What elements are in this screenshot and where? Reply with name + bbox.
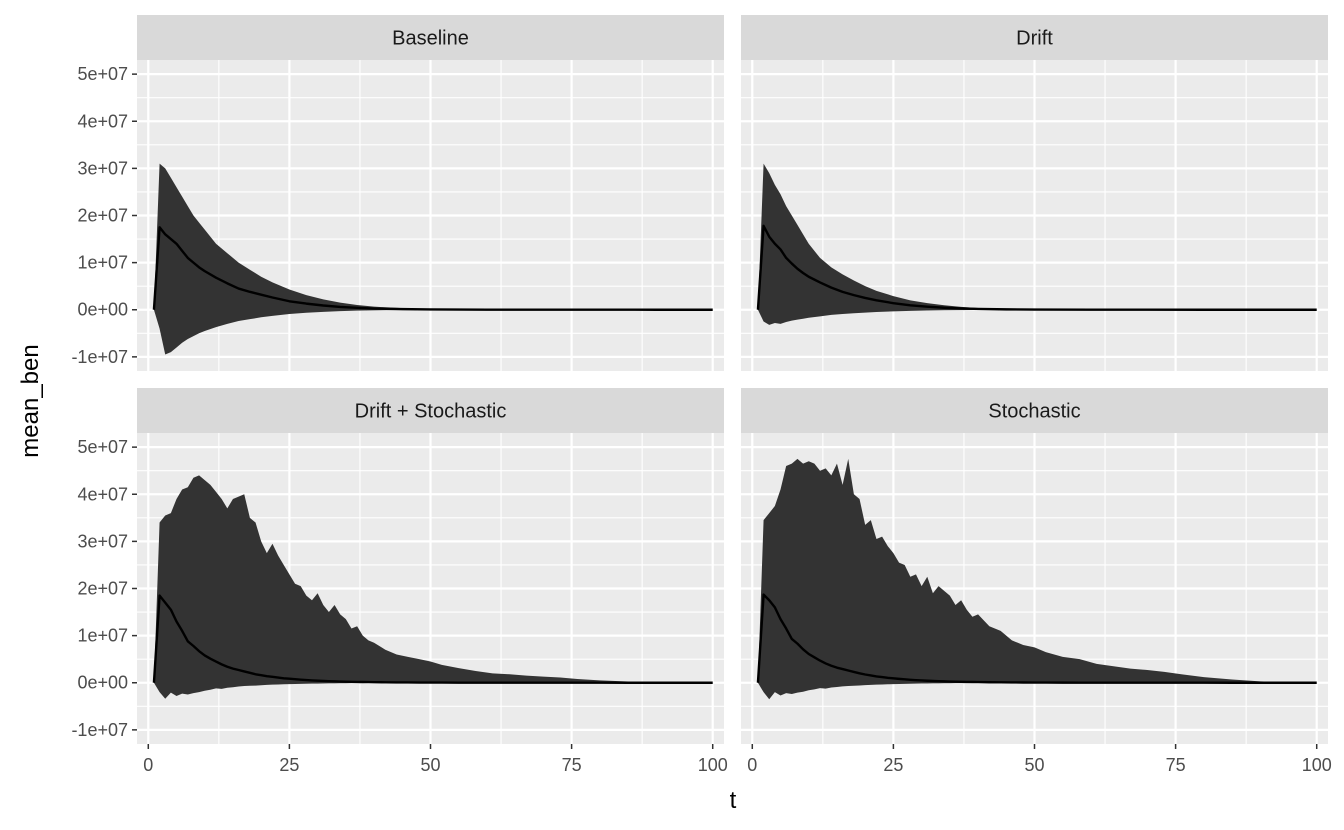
y-tick-label: 0e+00	[77, 300, 128, 320]
mean-line	[152, 226, 713, 311]
x-tick-label: 50	[420, 755, 440, 775]
facet-strip-label: Stochastic	[988, 401, 1080, 423]
confidence-band	[757, 458, 1317, 700]
y-tick-label: 0e+00	[77, 673, 128, 693]
panel-stochastic: Stochastic	[741, 388, 1328, 744]
y-tick-label: 2e+07	[77, 206, 128, 226]
x-tick-label: 100	[698, 755, 728, 775]
y-axes: -1e+07 0e+00 1e+07 2e+07 3e+07 4e+07 5e+07 -1e+…	[71, 64, 137, 740]
y-axis-title: mean_ben	[17, 344, 44, 457]
facet-strip	[137, 388, 724, 433]
confidence-band	[153, 163, 713, 355]
x-tick-label: 100	[1302, 755, 1332, 775]
facet-strip	[741, 388, 1328, 433]
confidence-band	[153, 475, 713, 699]
mean-line	[756, 224, 1317, 311]
facet-strip-label: Drift + Stochastic	[355, 401, 507, 423]
panel-drift-stochastic: Drift + Stochastic	[137, 388, 724, 744]
x-tick-label: 25	[279, 755, 299, 775]
panel-baseline: Baseline	[137, 15, 724, 371]
mean-line	[756, 593, 1317, 684]
x-tick-label: 0	[747, 755, 757, 775]
facet-strip	[137, 15, 724, 60]
x-axis-title: t	[730, 787, 737, 814]
x-tick-label: 25	[883, 755, 903, 775]
y-tick-label: 1e+07	[77, 626, 128, 646]
y-tick-label: 4e+07	[77, 111, 128, 131]
y-tick-label: -1e+07	[71, 347, 128, 367]
x-tick-label: 75	[1166, 755, 1186, 775]
y-tick-label: 1e+07	[77, 253, 128, 273]
panels: Baseline Drift Drift + Stochastic Stochasti…	[137, 15, 1328, 744]
mean-line	[152, 594, 713, 684]
facet-strip-label: Baseline	[392, 28, 469, 50]
x-tick-label: 0	[143, 755, 153, 775]
facet-strip	[741, 15, 1328, 60]
x-axes: 0 25 50 75 100 0 25 50 75 100	[143, 744, 1332, 775]
y-tick-label: 5e+07	[77, 64, 128, 84]
y-tick-label: 5e+07	[77, 437, 128, 457]
y-tick-label: 3e+07	[77, 531, 128, 551]
panel-drift: Drift	[741, 15, 1328, 371]
x-tick-label: 50	[1024, 755, 1044, 775]
y-tick-label: 2e+07	[77, 579, 128, 599]
y-tick-label: 4e+07	[77, 484, 128, 504]
x-tick-label: 75	[562, 755, 582, 775]
confidence-band	[757, 163, 1317, 325]
y-tick-label: -1e+07	[71, 720, 128, 740]
facet-strip-label: Drift	[1016, 28, 1053, 50]
y-tick-label: 3e+07	[77, 158, 128, 178]
